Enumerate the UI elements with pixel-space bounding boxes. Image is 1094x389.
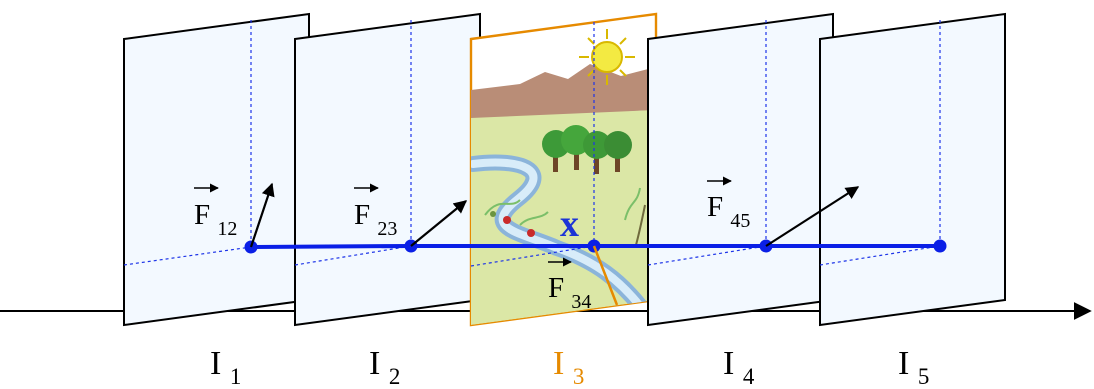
frame-label-i2-base: I <box>369 345 380 382</box>
frame-label-i5-subscript: 5 <box>918 364 930 389</box>
flow-label-f12-base: F <box>194 199 210 231</box>
flow-vector-f45 <box>765 186 860 247</box>
frame-label-i3-base: I <box>553 345 564 382</box>
frame-i2 <box>294 12 481 327</box>
frame-label-i5-base: I <box>898 345 909 382</box>
flow-label-f12-subscript: 12 <box>217 218 237 240</box>
frame-label-i4: I 4 <box>723 345 755 389</box>
frame-i1-panel <box>123 12 310 327</box>
frame-i2-panel <box>294 12 481 327</box>
frame-label-i4-base: I <box>723 345 734 382</box>
trajectory-point-i5 <box>933 239 947 253</box>
frame-i2-horizontal-guide <box>294 245 412 266</box>
frame-i5-panel <box>819 12 1006 327</box>
flow-label-f12: F 12 <box>194 199 237 240</box>
flow-label-f34: F 34 <box>548 272 591 313</box>
frame-i5-horizontal-guide <box>819 245 941 266</box>
frame-i4-horizontal-guide <box>647 245 767 266</box>
frame-i4 <box>647 12 834 327</box>
flow-label-f34-base: F <box>548 272 564 304</box>
frame-label-i2: I 2 <box>369 345 400 389</box>
frame-label-i1-subscript: 1 <box>230 364 242 389</box>
flow-label-f34-subscript: 34 <box>571 291 591 313</box>
flow-label-f45: F 45 <box>707 191 750 232</box>
frame-label-i1-base: I <box>210 345 221 382</box>
point-label-x: x <box>560 203 579 245</box>
frame-label-i4-subscript: 4 <box>743 364 755 389</box>
flow-vector-f34 <box>592 245 619 306</box>
frame-i5 <box>819 12 1006 327</box>
frame-label-i2-subscript: 2 <box>389 364 401 389</box>
flow-vector-f12 <box>249 182 275 248</box>
flow-label-f45-base: F <box>707 191 723 223</box>
frame-i4-panel <box>647 12 834 327</box>
flow-label-f23-group: F 23 <box>354 183 397 240</box>
flow-label-f45-group: F 45 <box>707 176 750 232</box>
frame-i3-horizontal-guide <box>470 245 595 267</box>
flow-vector-f23 <box>410 200 468 247</box>
frame-label-i1: I 1 <box>210 345 241 389</box>
flow-label-f12-group: F 12 <box>194 183 237 240</box>
flow-label-f34-group: F 34 <box>548 257 591 313</box>
flow-label-f23-base: F <box>354 199 370 231</box>
frame-label-i5: I 5 <box>898 345 929 389</box>
frame-i1 <box>123 12 310 327</box>
flow-label-f23: F 23 <box>354 199 397 240</box>
frame-label-i3-subscript: 3 <box>573 364 585 389</box>
flow-label-f23-subscript: 23 <box>377 218 397 240</box>
frame-label-i3: I 3 <box>553 345 584 389</box>
flow-label-f45-subscript: 45 <box>730 210 750 232</box>
